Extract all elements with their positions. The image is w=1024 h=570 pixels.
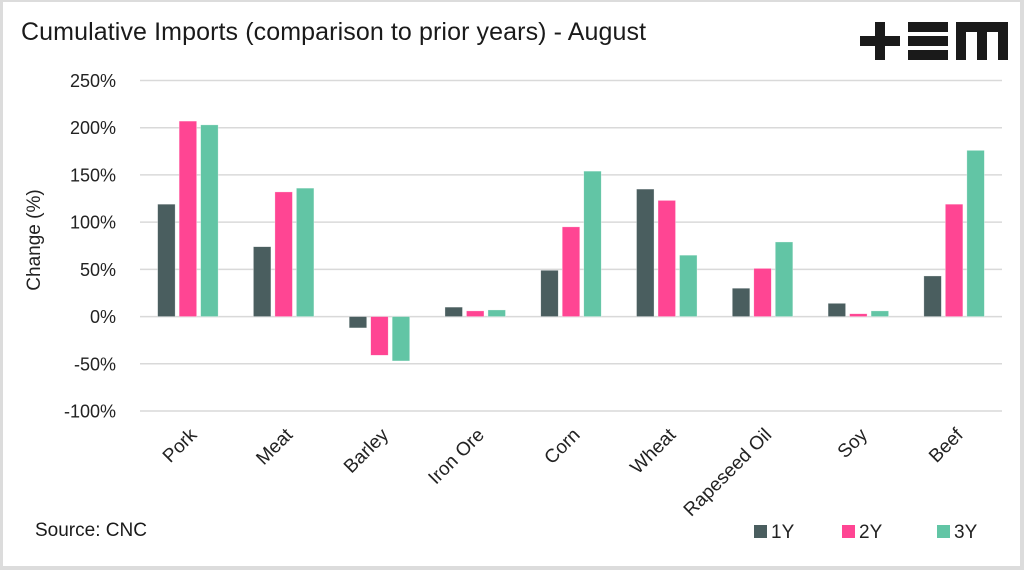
bar-2y-corn — [561, 226, 581, 317]
bar-1y-beef — [923, 275, 942, 317]
bar-3y-meat — [296, 187, 315, 317]
bar-2y-barley — [370, 316, 389, 356]
x-tick-label: Pork — [159, 424, 202, 467]
y-axis-label: Change (%) — [24, 189, 45, 290]
legend-swatch — [754, 525, 767, 538]
bar-1y-pork — [157, 203, 176, 317]
logo-e-mid — [908, 36, 948, 46]
bar-1y-meat — [253, 246, 272, 317]
bar-1y-corn — [540, 270, 559, 317]
bars — [157, 120, 985, 362]
bar-3y-beef — [966, 150, 985, 317]
bar-2y-meat — [274, 191, 293, 317]
logo-e-bottom — [908, 50, 948, 60]
chart-title: Cumulative Imports (comparison to prior … — [21, 18, 647, 46]
x-tick-label: Barley — [340, 424, 393, 477]
legend-item-1y: 1Y — [754, 522, 795, 543]
bar-2y-rapeseed-oil — [753, 268, 772, 317]
bar-1y-iron-ore — [444, 306, 463, 317]
x-axis-ticks: Pork Meat Barley Iron Ore Corn Wheat Rapeseed … — [159, 424, 968, 521]
bar-3y-barley — [391, 316, 410, 362]
bar-2y-soy — [849, 313, 868, 317]
bar-2y-wheat — [657, 200, 676, 317]
logo-m — [956, 22, 1008, 60]
bar-2y-iron-ore — [466, 310, 485, 317]
legend-label: 3Y — [954, 522, 978, 543]
x-tick-label: Meat — [252, 424, 297, 469]
bar-1y-wheat — [636, 188, 655, 317]
legend-swatch — [842, 525, 855, 538]
bar-2y-pork — [178, 120, 197, 317]
legend-swatch — [937, 525, 950, 538]
bar-3y-corn — [583, 170, 602, 317]
logo-e-top — [908, 22, 948, 32]
y-axis-ticks: 250% 200% 150% 100% 50% 0% -50% -100% — [64, 71, 116, 422]
y-tick-label: 100% — [70, 213, 116, 233]
y-tick-label: 50% — [80, 260, 116, 280]
y-tick-label: 250% — [70, 71, 116, 91]
y-tick-label: 0% — [90, 307, 116, 327]
x-tick-label: Wheat — [627, 424, 681, 478]
legend-label: 2Y — [859, 522, 883, 543]
tem-logo-icon — [860, 22, 1008, 60]
bar-1y-soy — [827, 303, 846, 317]
bar-3y-soy — [870, 310, 889, 317]
legend-item-3y: 3Y — [937, 522, 978, 543]
logo-plus-vertical — [875, 22, 885, 60]
bar-3y-wheat — [679, 254, 698, 317]
legend-item-2y: 2Y — [842, 522, 883, 543]
x-tick-label: Soy — [834, 424, 872, 462]
y-tick-label: 200% — [70, 118, 116, 138]
legend: 1Y 2Y 3Y — [754, 522, 978, 543]
bar-3y-iron-ore — [487, 309, 506, 317]
bar-1y-barley — [348, 316, 367, 329]
x-tick-label: Beef — [925, 424, 968, 467]
x-tick-label: Rapeseed Oil — [680, 425, 776, 521]
legend-label: 1Y — [771, 522, 795, 543]
x-tick-label: Corn — [541, 425, 585, 469]
bar-2y-beef — [945, 203, 964, 317]
y-tick-label: -50% — [74, 354, 116, 374]
y-tick-label: -100% — [64, 402, 116, 422]
x-tick-label: Iron Ore — [425, 425, 489, 489]
bar-1y-rapeseed-oil — [732, 287, 751, 317]
bar-3y-pork — [200, 124, 219, 317]
bar-3y-rapeseed-oil — [775, 241, 794, 317]
y-tick-label: 150% — [70, 165, 116, 185]
source-note: Source: CNC — [35, 520, 147, 541]
